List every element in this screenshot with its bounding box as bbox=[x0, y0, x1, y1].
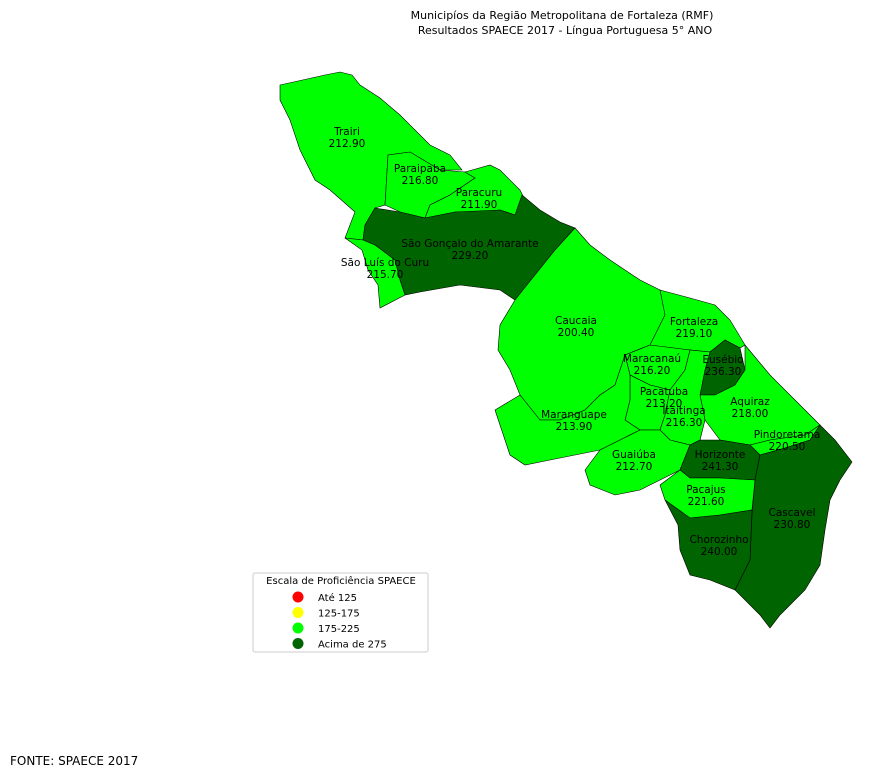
municipality-name: Paracuru bbox=[456, 187, 502, 199]
municipality-name: São Gonçalo do Amarante bbox=[401, 238, 538, 250]
legend-marker bbox=[292, 638, 304, 649]
municipality-name: Fortaleza bbox=[670, 316, 718, 328]
municipality-value: 211.90 bbox=[461, 199, 498, 211]
municipality-name: Chorozinho bbox=[689, 534, 748, 546]
municipality-name: Cascavel bbox=[768, 507, 815, 519]
municipality-name: Itaitinga bbox=[662, 405, 705, 417]
municipality bbox=[344, 237, 406, 309]
municipality-value: 213.20 bbox=[646, 398, 683, 410]
municipality-value: 220.50 bbox=[769, 441, 806, 453]
municipality-value: 212.90 bbox=[329, 138, 366, 150]
municipality-name: Paraipaba bbox=[394, 163, 446, 175]
legend-marker bbox=[292, 591, 304, 603]
municipality-value: 215.70 bbox=[367, 269, 404, 281]
municipality-name: Aquiraz bbox=[730, 396, 770, 408]
legend-label: Acima de 275 bbox=[318, 640, 387, 651]
municipality bbox=[494, 353, 641, 466]
municipality-name: Pindoretama bbox=[754, 429, 821, 441]
municipality-value: 219.10 bbox=[676, 328, 713, 340]
legend-title: Escala de Proficiência SPAECE bbox=[266, 575, 416, 587]
municipality-name: Maranguape bbox=[541, 409, 607, 421]
municipality-name: Pacatuba bbox=[640, 386, 688, 398]
source: FONTE: SPAECE 2017 bbox=[10, 754, 138, 768]
municipality-name: Caucaia bbox=[555, 315, 597, 327]
municipality-value: 216.30 bbox=[666, 417, 703, 429]
municipality-value: 213.90 bbox=[556, 421, 593, 433]
municipality-name: Eusébio bbox=[702, 354, 743, 366]
municipality-value: 216.20 bbox=[634, 365, 671, 377]
title: Resultados SPAECE 2017 - Língua Portugue… bbox=[418, 24, 713, 37]
municipality-value: 229.20 bbox=[452, 250, 489, 262]
municipality-name: Pacajus bbox=[686, 484, 726, 496]
municipality-value: 218.00 bbox=[732, 408, 769, 420]
municipality-value: 240.00 bbox=[701, 546, 738, 558]
municipality-name: Trairi bbox=[333, 126, 360, 138]
municipality-value: 221.60 bbox=[688, 496, 725, 508]
municipality-value: 230.80 bbox=[774, 519, 811, 531]
municipality-name: Horizonte bbox=[695, 449, 746, 461]
municipality-name: Maracanaú bbox=[623, 353, 681, 365]
municipality-value: 236.30 bbox=[705, 366, 742, 378]
legend-marker bbox=[292, 607, 304, 618]
municipality-value: 212.70 bbox=[616, 461, 653, 473]
legend-label: 125-175 bbox=[318, 609, 360, 620]
municipality-value: 200.40 bbox=[558, 327, 595, 339]
municipality-name: Guaiúba bbox=[612, 449, 656, 461]
municipality-name: São Luís do Curu bbox=[341, 257, 429, 269]
municipality bbox=[664, 499, 753, 591]
title: Municipíos da Região Metropolitana de Fo… bbox=[411, 9, 714, 22]
municipality-value: 241.30 bbox=[702, 461, 739, 473]
legend-label: 175-225 bbox=[318, 624, 360, 635]
legend-label: Até 125 bbox=[318, 592, 357, 604]
legend-marker bbox=[292, 622, 304, 634]
municipality-value: 216.80 bbox=[402, 175, 439, 187]
